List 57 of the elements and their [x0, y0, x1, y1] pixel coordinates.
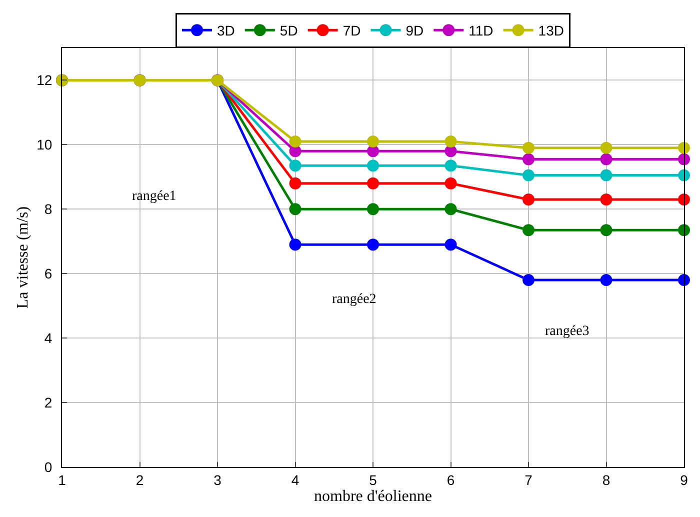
point: [522, 169, 534, 182]
point: [367, 177, 379, 190]
point: [678, 274, 690, 286]
point: [367, 203, 379, 216]
point: [678, 169, 690, 182]
y-tick-label: 10: [36, 136, 52, 153]
y-tick-label: 0: [44, 458, 52, 475]
point: [444, 238, 457, 251]
point: [678, 224, 690, 236]
point: [289, 135, 302, 148]
x-tick-label: 3: [214, 472, 222, 488]
legend-label: 7D: [342, 22, 361, 39]
y-tick-label: 2: [44, 394, 52, 410]
legend-label: 5D: [280, 22, 298, 39]
point: [600, 224, 612, 236]
point: [522, 224, 534, 236]
point: [289, 160, 302, 172]
point: [600, 274, 612, 286]
point: [522, 193, 534, 206]
point: [367, 160, 379, 172]
x-tick-label: 7: [524, 472, 533, 488]
y-axis-title: La vitesse (m/s): [14, 206, 32, 309]
x-tick-label: 9: [680, 472, 688, 488]
point: [444, 160, 457, 172]
legend-label: 13D: [538, 22, 564, 39]
point: [600, 193, 612, 206]
point: [444, 177, 457, 190]
annotation: rangée1: [132, 189, 176, 204]
x-tick-label: 5: [369, 472, 378, 488]
legend-label: 9D: [406, 22, 424, 39]
x-tick-label: 1: [58, 472, 66, 488]
x-tick-label: 4: [291, 472, 300, 488]
y-tick-label: 6: [44, 266, 52, 282]
point: [289, 203, 302, 216]
x-tick-label: 6: [446, 472, 455, 488]
point: [522, 153, 534, 166]
point: [522, 142, 534, 154]
legend-label: 3D: [217, 22, 235, 39]
x-tick-label: 2: [136, 472, 144, 488]
legend-label: 11D: [468, 22, 494, 39]
x-tick-label: 8: [602, 472, 610, 488]
point: [367, 238, 379, 251]
point: [444, 135, 457, 148]
point: [444, 203, 457, 216]
annotation: rangée2: [332, 292, 376, 307]
y-tick-label: 12: [36, 72, 52, 88]
point: [522, 274, 534, 286]
x-axis-title: nombre d'éolienne: [314, 488, 432, 505]
annotation: rangée3: [545, 324, 590, 339]
point: [289, 238, 302, 251]
y-tick-label: 8: [44, 201, 52, 218]
point: [600, 142, 612, 154]
y-tick-label: 4: [44, 330, 52, 346]
point: [600, 153, 612, 166]
point: [367, 135, 379, 148]
point: [600, 169, 612, 182]
point: [289, 177, 302, 190]
